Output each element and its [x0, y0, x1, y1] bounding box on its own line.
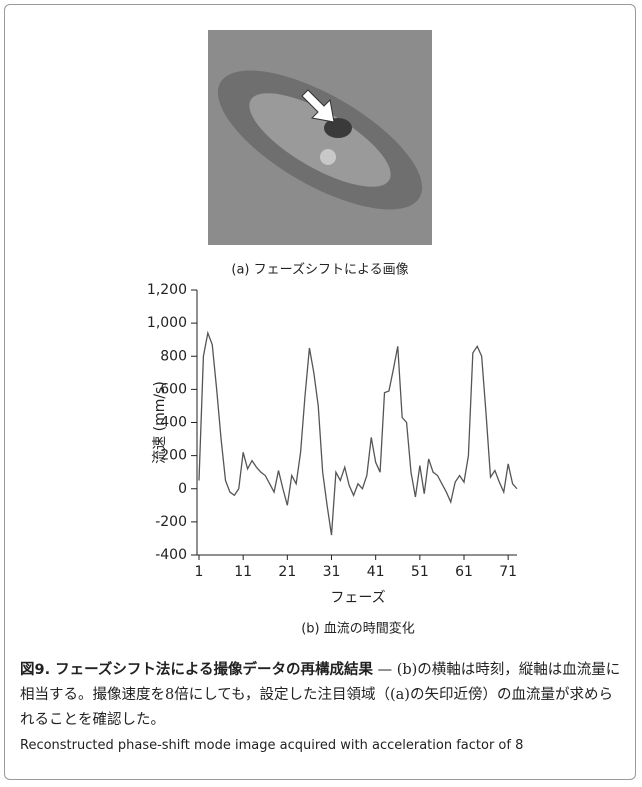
y-tick-label: 1,000 [147, 315, 187, 331]
data-line [199, 333, 517, 535]
x-tick-label: 21 [278, 564, 296, 580]
x-axis-label: フェーズ [330, 590, 385, 606]
y-tick-label: 0 [178, 481, 187, 497]
x-tick-label: 1 [195, 564, 204, 580]
mri-image [198, 30, 442, 245]
x-tick-label: 31 [323, 564, 341, 580]
y-tick-label: -400 [155, 547, 187, 563]
y-tick-label: -200 [155, 514, 187, 530]
x-tick-label: 41 [367, 564, 385, 580]
figure: (a) フェーズシフトによる画像 -400-20002004006008001,… [0, 0, 642, 650]
figure-caption: 図9. フェーズシフト法による撮像データの再構成結果 — (b)の横軸は時刻，縦… [20, 658, 624, 733]
y-tick-label: 1,200 [147, 282, 187, 298]
x-tick-label: 51 [411, 564, 429, 580]
image-caption: (a) フェーズシフトによる画像 [231, 262, 408, 278]
english-caption: Reconstructed phase-shift mode image acq… [20, 738, 523, 753]
x-tick-label: 71 [499, 564, 517, 580]
x-tick-label: 61 [455, 564, 473, 580]
caption-title: 図9. フェーズシフト法による撮像データの再構成結果 [20, 662, 373, 678]
x-tick-label: 11 [234, 564, 252, 580]
chart-caption: (b) 血流の時間変化 [301, 621, 415, 637]
y-tick-label: 800 [160, 348, 187, 364]
page: (a) フェーズシフトによる画像 -400-20002004006008001,… [0, 0, 642, 787]
y-axis-label: 流速 (mm/s) [152, 381, 168, 464]
